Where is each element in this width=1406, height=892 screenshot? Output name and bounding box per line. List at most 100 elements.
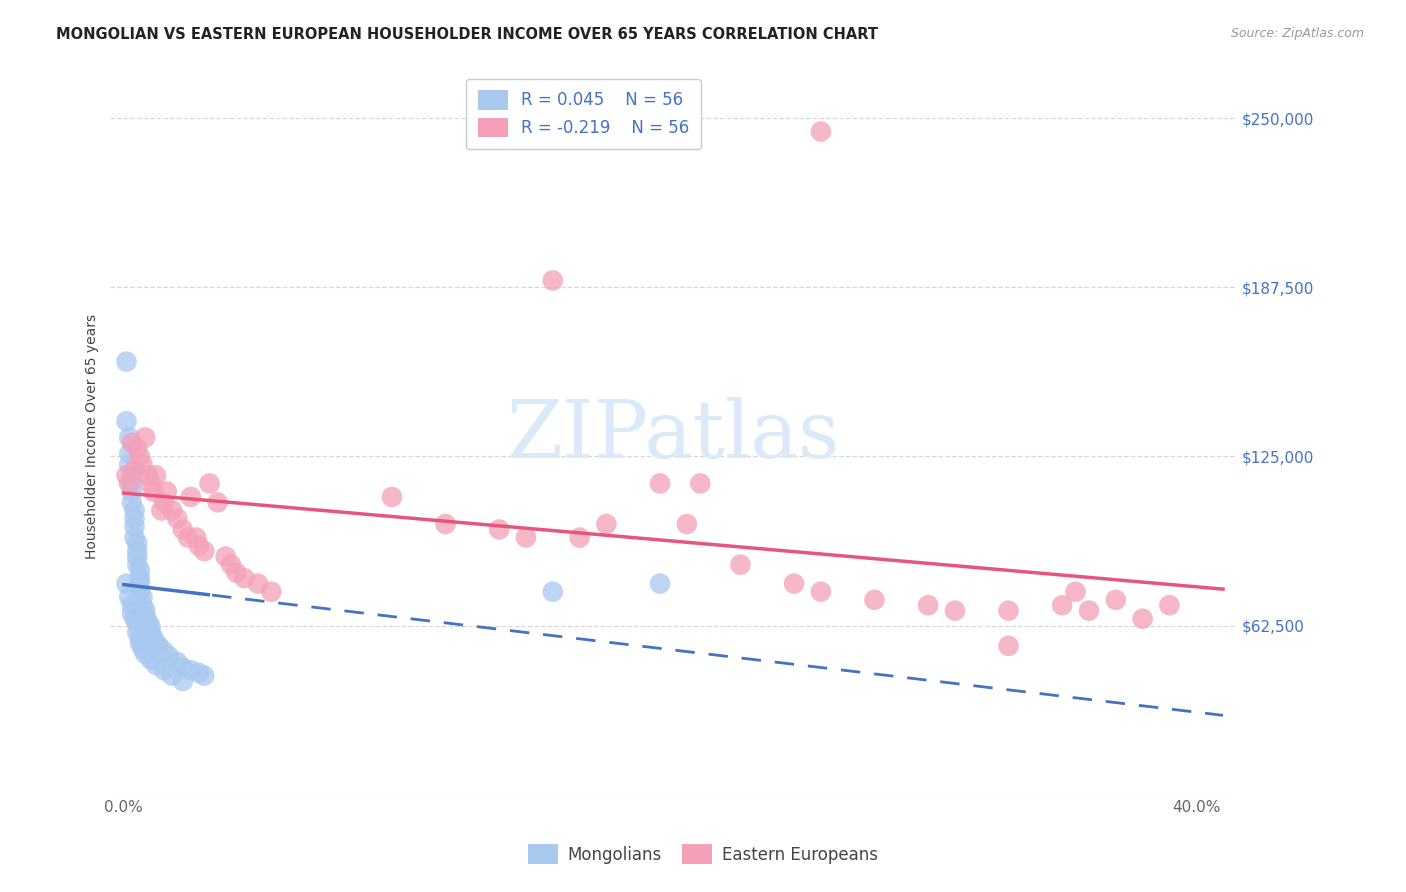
Point (136, 468, 159, 483)
Text: MONGOLIAN VS EASTERN EUROPEAN HOUSEHOLDER INCOME OVER 65 YEARS CORRELATION CHART: MONGOLIAN VS EASTERN EUROPEAN HOUSEHOLDE… (56, 27, 879, 42)
Point (207, 495, 229, 509)
Point (139, 652, 162, 666)
Point (180, 490, 202, 504)
Point (648, 476, 671, 491)
Point (997, 604, 1019, 618)
Point (381, 490, 404, 504)
Point (177, 531, 200, 545)
Point (145, 468, 167, 483)
Point (124, 503, 146, 517)
Point (121, 468, 143, 483)
Point (1064, 584, 1087, 599)
Point (541, 273, 564, 287)
Point (139, 476, 162, 491)
Point (118, 458, 141, 472)
Point (127, 558, 149, 572)
Point (118, 430, 141, 444)
Point (139, 620, 162, 634)
Point (172, 673, 194, 688)
Point (115, 468, 138, 483)
Point (127, 617, 149, 632)
Point (142, 484, 165, 499)
Point (118, 590, 141, 604)
Point (193, 668, 215, 682)
Point (172, 523, 194, 537)
Point (943, 604, 966, 618)
Point (124, 531, 146, 545)
Point (134, 647, 156, 661)
Point (134, 430, 156, 444)
Point (142, 631, 165, 645)
Point (160, 668, 183, 682)
Point (129, 631, 152, 645)
Point (121, 484, 143, 499)
Point (730, 558, 752, 572)
Point (127, 625, 149, 640)
Point (675, 516, 697, 531)
Point (166, 511, 188, 525)
Point (810, 125, 832, 139)
Point (156, 484, 179, 499)
Point (157, 649, 180, 664)
Point (186, 531, 208, 545)
Point (180, 663, 202, 677)
Text: ZIPatlas: ZIPatlas (506, 397, 841, 475)
Point (118, 476, 141, 491)
Point (1132, 612, 1154, 626)
Point (121, 599, 143, 613)
Point (246, 576, 269, 591)
Point (219, 558, 242, 572)
Point (434, 516, 457, 531)
Point (134, 609, 156, 624)
Point (148, 639, 170, 653)
Point (595, 516, 617, 531)
Point (127, 536, 149, 550)
Point (198, 476, 221, 491)
Point (166, 655, 188, 669)
Point (124, 520, 146, 534)
Point (225, 566, 247, 580)
Point (1050, 599, 1073, 613)
Point (541, 584, 564, 599)
Point (1078, 604, 1101, 618)
Point (863, 592, 886, 607)
Point (121, 476, 143, 491)
Y-axis label: Householder Income Over 65 years: Householder Income Over 65 years (86, 313, 100, 558)
Point (131, 590, 153, 604)
Point (568, 531, 591, 545)
Point (215, 549, 238, 564)
Point (129, 584, 152, 599)
Point (127, 442, 149, 456)
Point (129, 636, 152, 650)
Point (783, 576, 806, 591)
Point (124, 612, 146, 626)
Point (1159, 599, 1181, 613)
Legend: R = 0.045    N = 56, R = -0.219    N = 56: R = 0.045 N = 56, R = -0.219 N = 56 (465, 78, 700, 149)
Point (488, 523, 510, 537)
Point (260, 584, 283, 599)
Point (121, 607, 143, 621)
Point (127, 549, 149, 564)
Point (127, 544, 149, 558)
Point (129, 450, 152, 464)
Point (689, 476, 711, 491)
Point (515, 531, 537, 545)
Point (124, 463, 146, 477)
Point (648, 576, 671, 591)
Point (121, 495, 143, 509)
Point (187, 539, 209, 553)
Point (129, 571, 152, 585)
Point (153, 495, 176, 509)
Point (917, 599, 939, 613)
Point (118, 447, 141, 461)
Point (153, 663, 176, 677)
Point (115, 414, 138, 428)
Legend: Mongolians, Eastern Europeans: Mongolians, Eastern Europeans (522, 838, 884, 871)
Point (115, 576, 138, 591)
Point (129, 576, 152, 591)
Point (1105, 592, 1128, 607)
Point (129, 563, 152, 577)
Point (136, 615, 159, 629)
Point (145, 636, 167, 650)
Point (139, 625, 162, 640)
